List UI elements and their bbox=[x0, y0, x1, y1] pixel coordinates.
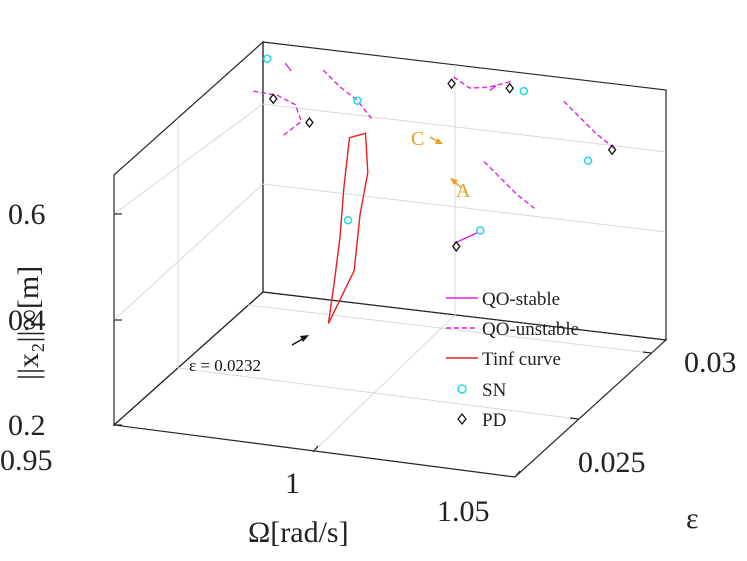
annotation-epsilon-arrowhead bbox=[300, 335, 309, 342]
pd-point bbox=[607, 144, 617, 156]
tick-label-x105: 1.05 bbox=[437, 495, 490, 528]
tick-label-z02: 0.2 bbox=[8, 409, 46, 442]
tick-label-z04: 0.4 bbox=[8, 304, 46, 337]
qo-unstable-branch bbox=[322, 69, 373, 120]
sn-point bbox=[262, 54, 272, 64]
annotation-c-arrowhead bbox=[435, 138, 443, 144]
tick-label-x095: 0.95 bbox=[0, 444, 53, 477]
grid-floor-x1 bbox=[312, 314, 456, 453]
annotation-c: C bbox=[411, 128, 424, 150]
legend-marker-sn bbox=[457, 384, 467, 394]
grid-floor-eps03 bbox=[247, 304, 652, 354]
tick-eps025 bbox=[569, 417, 579, 420]
floor-outline bbox=[112, 291, 668, 478]
grid-back-z04 bbox=[262, 183, 667, 233]
pd-point bbox=[505, 82, 515, 94]
grid-floor-eps025 bbox=[177, 367, 579, 420]
tick-x1 bbox=[312, 445, 319, 453]
qo-stable-branch bbox=[489, 85, 497, 92]
sn-point bbox=[353, 96, 362, 105]
tinf-curve bbox=[327, 132, 369, 324]
legend-label-sn: SN bbox=[482, 380, 507, 401]
grid-lines bbox=[113, 65, 667, 453]
legend-label-qo-stable: QO-stable bbox=[482, 289, 560, 310]
pd-point bbox=[268, 93, 278, 105]
grid-left-z06 bbox=[113, 103, 264, 215]
grid-left-z04 bbox=[113, 183, 264, 321]
pd-point bbox=[305, 116, 314, 129]
tick-x105 bbox=[514, 470, 521, 478]
legend-label-pd: PD bbox=[482, 410, 506, 431]
grid-back-z06 bbox=[262, 103, 667, 153]
annotation-a-arrowhead bbox=[450, 178, 458, 185]
annotation-epsilon: ε = 0.0232 bbox=[189, 356, 261, 375]
tick-eps03 bbox=[642, 351, 652, 354]
tick-label-eps03: 0.03 bbox=[684, 346, 737, 379]
pd-point bbox=[451, 240, 461, 252]
qo-unstable-branch bbox=[453, 76, 512, 89]
tick-label-x1: 1 bbox=[285, 467, 300, 500]
z-axis-label: ||x₂||∞[m] bbox=[12, 266, 45, 380]
legend-label-qo-unstable: QO-unstable bbox=[482, 319, 579, 340]
qo-stable-branch bbox=[454, 231, 479, 244]
y-axis-label: ε bbox=[686, 502, 699, 535]
pd-point bbox=[447, 78, 456, 90]
qo-unstable-branch bbox=[253, 90, 303, 136]
legend-label-tinf: Tinf curve bbox=[482, 349, 561, 370]
x-axis-label: Ω[rad/s] bbox=[248, 516, 349, 549]
legend-marker-pd bbox=[457, 412, 467, 426]
data-layer bbox=[253, 54, 617, 324]
sn-point bbox=[476, 226, 485, 235]
tick-marks bbox=[114, 213, 652, 478]
qo-unstable-branch bbox=[563, 100, 615, 149]
sn-point bbox=[519, 86, 529, 96]
tick-label-eps025: 0.025 bbox=[578, 446, 646, 479]
axes-panes bbox=[112, 40, 668, 478]
tick-label-z06: 0.6 bbox=[8, 198, 46, 231]
annotation-a: A bbox=[456, 180, 471, 202]
legend: QO-stable QO-unstable Tinf curve SN PD bbox=[446, 289, 579, 431]
qo-stable-branch bbox=[284, 62, 292, 72]
qo-unstable-branch bbox=[483, 161, 535, 209]
sn-point bbox=[583, 156, 593, 165]
sn-point bbox=[343, 215, 353, 225]
